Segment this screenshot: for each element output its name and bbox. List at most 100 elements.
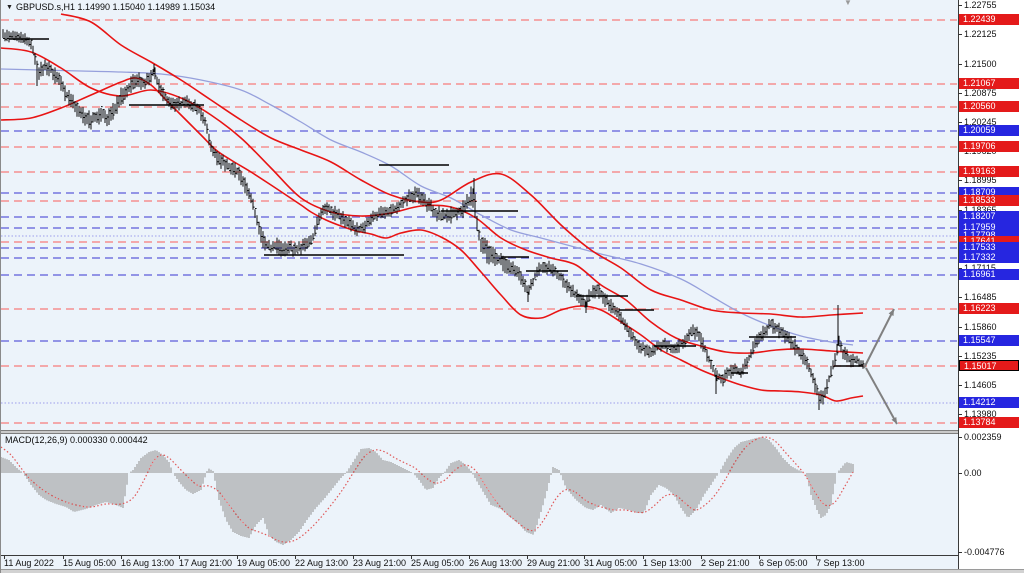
level-price-badge-1.15547: 1.15547 [959,335,1019,346]
axis-tick-mark [958,297,962,298]
price-tick-label: 1.15860 [964,322,997,332]
arrowhead-icon [888,309,894,316]
time-axis-tick [584,556,585,559]
level-price-badge-1.19706: 1.19706 [959,141,1019,152]
macd-indicator-label: MACD(12,26,9) 0.000330 0.000442 [5,435,148,445]
price-tick-label: 1.15235 [964,351,997,361]
price-chart-canvas[interactable] [1,0,958,573]
time-axis-tick [63,556,64,559]
band-lower-line [1,77,864,402]
macd-panel-border [1,555,958,556]
time-axis-tick [237,556,238,559]
candle-close-ticks [3,35,865,401]
level-price-badge-1.17332: 1.17332 [959,252,1019,263]
time-axis-tick [4,556,5,559]
level-price-badge-1.20059: 1.20059 [959,125,1019,136]
forecast-arrow-down[interactable] [865,367,898,425]
level-price-badge-1.16223: 1.16223 [959,303,1019,314]
level-price-badge-1.20560: 1.20560 [959,101,1019,112]
price-tick-label: 1.22755 [964,0,997,10]
price-tick-label: 1.16485 [964,292,997,302]
axis-tick-mark [958,64,962,65]
axis-tick-mark [958,122,962,123]
price-tick-label: 1.18365 [964,205,997,215]
axis-tick-mark [958,327,962,328]
time-axis-tick [121,556,122,559]
level-price-badge-1.13784: 1.13784 [959,417,1019,428]
axis-tick-mark [958,385,962,386]
time-axis-tick [411,556,412,559]
axis-tick-mark [958,210,962,211]
price-tick-label: 1.18995 [964,175,997,185]
axis-tick-mark [958,180,962,181]
axis-tick-mark [958,437,962,438]
price-tick-label: 1.20245 [964,117,997,127]
price-tick-label: 1.13980 [964,409,997,419]
time-axis-tick [179,556,180,559]
level-price-badge-1.17959: 1.17959 [959,222,1019,233]
level-price-badge-1.17798: 1.17798 [959,230,1019,241]
time-axis-tick [353,556,354,559]
candlestick-series[interactable] [2,29,864,405]
price-tick-label: 1.14605 [964,380,997,390]
level-price-badge-1.18533: 1.18533 [959,195,1019,206]
price-tick-label: 0.002359 [964,432,1002,442]
price-tick-label: 1.21500 [964,59,997,69]
axis-tick-mark [958,414,962,415]
forecast-arrow-up[interactable] [863,308,895,369]
axis-tick-mark [958,34,962,35]
price-tick-label: 1.20875 [964,88,997,98]
time-axis-label: 23 Aug 21:00 [353,558,407,568]
time-axis-label: 19 Aug 05:00 [237,558,291,568]
price-tick-label: 1.22125 [964,29,997,39]
window-bottom-edge [1,569,1024,573]
time-axis-label: 7 Sep 13:00 [816,558,865,568]
time-axis-label: 11 Aug 2022 [4,558,54,568]
level-price-badge-1.14212: 1.14212 [959,397,1019,408]
symbol-ohlc-text: GBPUSD.s,H1 1.14990 1.15040 1.14989 1.15… [15,2,216,12]
axis-tick-mark [958,268,962,269]
level-price-badge-1.17533: 1.17533 [959,242,1019,253]
time-axis-tick [701,556,702,559]
level-price-badge-1.18207: 1.18207 [959,211,1019,222]
axis-tick-mark [958,93,962,94]
macd-histogram [1,437,854,545]
time-axis-label: 31 Aug 05:00 [584,558,638,568]
time-axis-label: 17 Aug 21:00 [179,558,233,568]
price-tick-label: -0.004776 [964,547,1005,557]
axis-tick-mark [958,5,962,6]
price-axis-column [959,0,1024,569]
macd-signal-line [1,436,854,543]
axis-tick-mark [958,473,962,474]
arrowhead-icon [891,417,897,424]
time-axis-tick [643,556,644,559]
time-axis-tick [816,556,817,559]
level-price-badge-1.22439: 1.22439 [959,14,1019,25]
level-price-badge-1.16961: 1.16961 [959,269,1019,280]
price-tick-label: 0.00 [964,468,982,478]
time-axis-tick [469,556,470,559]
time-axis-label: 16 Aug 13:00 [121,558,175,568]
chart-title: ▼ GBPUSD.s,H1 1.14990 1.15040 1.14989 1.1… [6,2,215,12]
panel-splitter[interactable] [1,430,958,434]
axis-tick-mark [958,552,962,553]
time-axis-label: 1 Sep 13:00 [643,558,692,568]
level-price-badge-1.17641: 1.17641 [959,236,1019,247]
time-axis-label: 26 Aug 13:00 [469,558,523,568]
chart-shift-marker-icon[interactable]: ▼ [844,0,852,7]
level-price-badge-1.19163: 1.19163 [959,166,1019,177]
time-axis-label: 29 Aug 21:00 [527,558,581,568]
price-tick-label: 1.17115 [964,263,996,273]
time-axis-tick [759,556,760,559]
level-price-badge-1.21067: 1.21067 [959,78,1019,89]
collapse-triangle-icon[interactable]: ▼ [6,4,13,11]
time-axis-tick [295,556,296,559]
time-axis-label: 25 Aug 05:00 [411,558,465,568]
axis-tick-mark [958,356,962,357]
time-axis-label: 2 Sep 21:00 [701,558,750,568]
axis-separator [958,0,959,569]
time-axis-tick [527,556,528,559]
level-price-badge-1.15017: 1.15017 [959,360,1019,371]
level-price-badge-1.18709: 1.18709 [959,187,1019,198]
